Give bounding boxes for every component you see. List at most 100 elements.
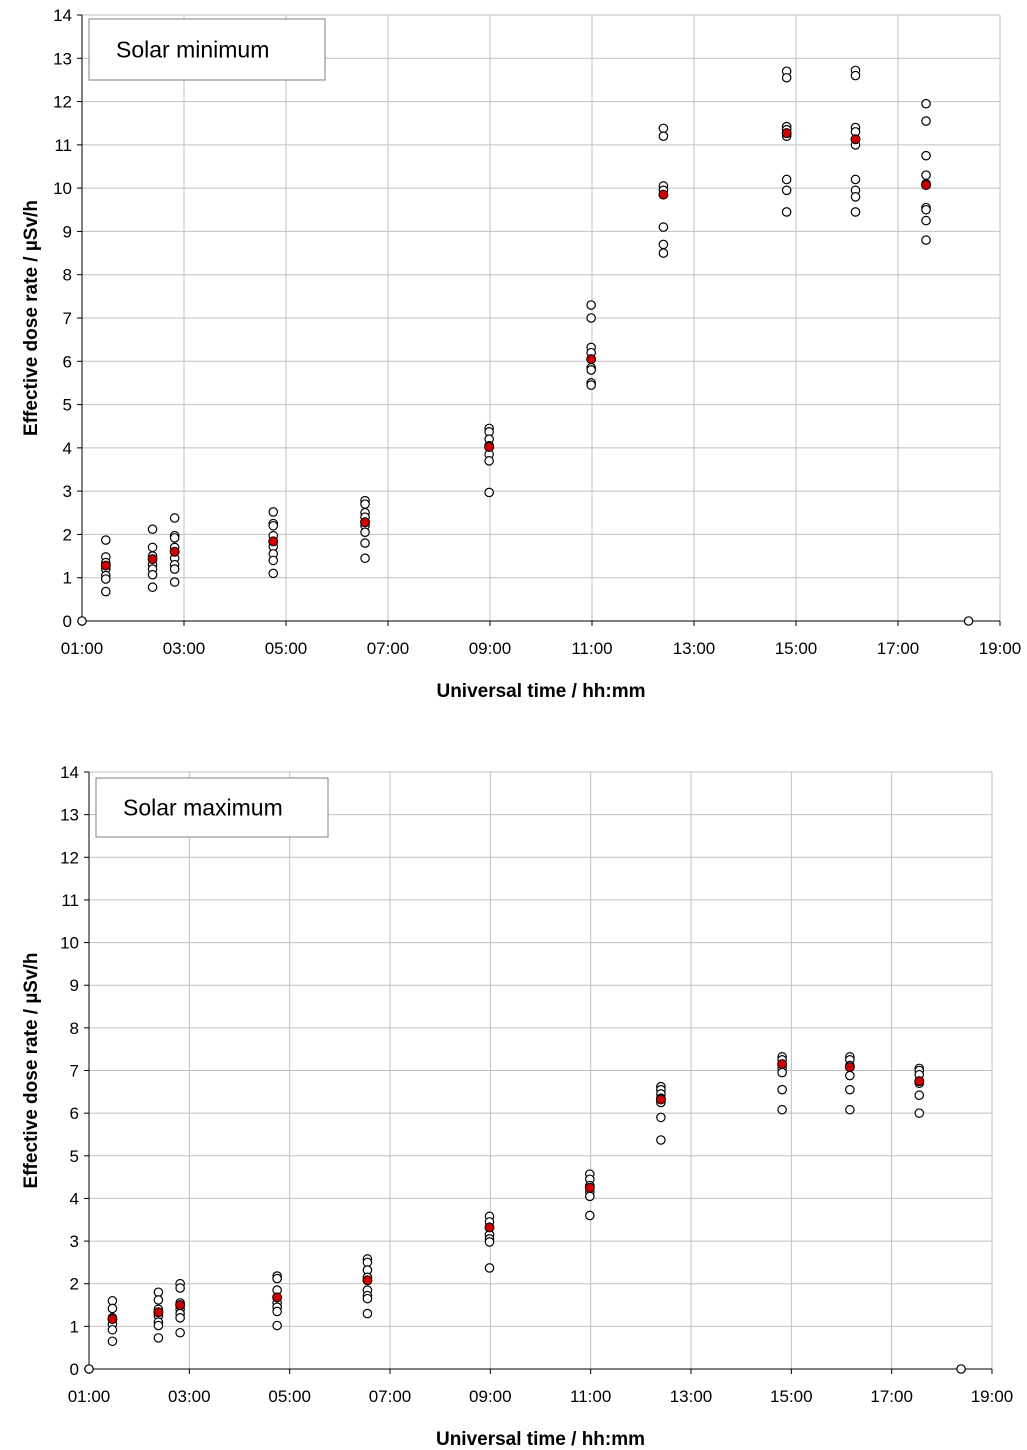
data-point	[153, 1333, 164, 1343]
data-point	[585, 1191, 595, 1202]
x-tick-label: 05:00	[268, 1387, 311, 1406]
mean-point	[272, 1292, 283, 1303]
mean-point	[484, 1222, 495, 1233]
mean-point	[777, 1059, 788, 1070]
mean-point	[658, 189, 669, 200]
mean-point	[484, 441, 495, 452]
x-axis-label: Universal time / hh:mm	[436, 1429, 645, 1450]
data-point	[360, 553, 370, 564]
data-point	[921, 170, 931, 180]
y-tick-label: 9	[70, 976, 79, 995]
data-point	[153, 1320, 164, 1331]
x-axis-label: Universal time / hh:mm	[436, 681, 645, 702]
y-tick-label: 9	[63, 222, 72, 241]
data-point	[963, 616, 974, 626]
x-tick-label: 01:00	[61, 639, 104, 658]
data-point	[484, 1237, 495, 1247]
data-point	[585, 1210, 595, 1221]
mean-point	[147, 554, 158, 565]
data-point	[360, 527, 370, 538]
y-tick-label: 6	[70, 1104, 79, 1123]
data-point	[147, 569, 158, 580]
y-tick-label: 14	[60, 763, 79, 782]
x-tick-label: 15:00	[775, 639, 818, 658]
y-tick-label: 12	[60, 848, 79, 867]
mean-point	[175, 1300, 186, 1311]
data-point	[850, 70, 861, 81]
x-tick-label: 03:00	[168, 1387, 211, 1406]
x-tick-label: 01:00	[68, 1387, 111, 1406]
data-point	[362, 1308, 373, 1319]
data-point	[169, 577, 180, 587]
x-tick-label: 09:00	[469, 1387, 512, 1406]
mean-point	[360, 517, 371, 528]
data-point	[850, 192, 861, 202]
panel-label: Solar maximum	[123, 795, 283, 821]
data-point	[845, 1104, 855, 1115]
data-point	[658, 222, 669, 232]
y-tick-label: 12	[53, 93, 72, 112]
y-tick-label: 2	[63, 525, 72, 544]
x-tick-label: 11:00	[571, 639, 612, 658]
data-point	[781, 72, 792, 83]
x-tick-label: 13:00	[670, 1387, 713, 1406]
data-point	[169, 513, 180, 523]
y-tick-label: 3	[63, 482, 72, 501]
data-point	[586, 313, 596, 323]
y-tick-label: 3	[70, 1232, 79, 1251]
data-point	[101, 535, 111, 545]
mean-point	[850, 134, 861, 145]
mean-point	[781, 128, 792, 139]
x-tick-label: 07:00	[369, 1387, 412, 1406]
mean-point	[362, 1275, 373, 1286]
data-point	[175, 1327, 185, 1338]
data-point	[147, 524, 158, 535]
y-tick-label: 5	[70, 1147, 79, 1166]
y-tick-label: 2	[70, 1275, 79, 1294]
data-point	[360, 538, 370, 548]
x-tick-label: 19:00	[971, 1387, 1014, 1406]
y-tick-label: 0	[63, 612, 72, 631]
data-point	[153, 1295, 164, 1305]
data-point	[781, 185, 792, 196]
data-point	[147, 582, 158, 593]
y-tick-label: 8	[70, 1019, 79, 1038]
y-tick-label: 7	[63, 309, 72, 328]
data-point	[658, 123, 669, 134]
data-point	[656, 1112, 666, 1123]
y-axis-label: Effective dose rate / µSv/h	[21, 200, 42, 436]
data-point	[956, 1364, 966, 1374]
data-point	[147, 542, 158, 553]
y-tick-label: 4	[63, 439, 72, 458]
y-tick-label: 11	[61, 891, 79, 910]
mean-point	[107, 1314, 118, 1325]
x-tick-label: 17:00	[877, 639, 920, 658]
mean-point	[169, 546, 180, 557]
y-tick-label: 0	[70, 1360, 79, 1379]
data-point	[850, 207, 861, 217]
y-tick-label: 13	[60, 806, 79, 825]
x-tick-label: 09:00	[469, 639, 512, 658]
y-tick-label: 11	[54, 136, 72, 155]
data-point	[914, 1090, 925, 1101]
data-point	[658, 131, 669, 141]
y-tick-label: 10	[53, 179, 72, 198]
y-tick-label: 14	[53, 6, 72, 25]
mean-point	[586, 354, 597, 365]
data-point	[107, 1303, 118, 1314]
data-point	[272, 1273, 282, 1284]
y-tick-label: 1	[70, 1317, 79, 1336]
data-point	[484, 1263, 495, 1273]
data-point	[175, 1313, 185, 1323]
mean-point	[655, 1094, 666, 1105]
data-point	[272, 1320, 282, 1331]
data-point	[360, 499, 370, 509]
panel-label-box	[88, 18, 326, 81]
y-tick-label: 8	[63, 266, 72, 285]
data-point	[921, 150, 931, 161]
data-point	[586, 380, 596, 390]
y-tick-label: 13	[53, 49, 72, 68]
x-tick-label: 11:00	[570, 1387, 611, 1406]
